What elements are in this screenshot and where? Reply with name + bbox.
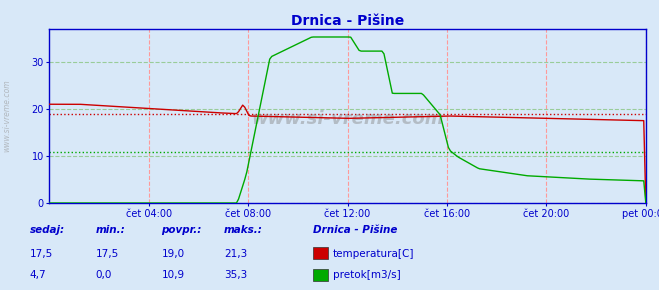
Title: Drnica - Pišine: Drnica - Pišine	[291, 14, 404, 28]
Text: 21,3: 21,3	[224, 249, 247, 259]
Text: 19,0: 19,0	[161, 249, 185, 259]
Text: www.si-vreme.com: www.si-vreme.com	[251, 110, 444, 128]
Text: pretok[m3/s]: pretok[m3/s]	[333, 271, 401, 280]
Text: sedaj:: sedaj:	[30, 225, 65, 235]
Text: temperatura[C]: temperatura[C]	[333, 249, 415, 259]
Text: min.:: min.:	[96, 225, 125, 235]
Text: 17,5: 17,5	[96, 249, 119, 259]
Text: 0,0: 0,0	[96, 270, 112, 280]
Text: maks.:: maks.:	[224, 225, 263, 235]
Text: povpr.:: povpr.:	[161, 225, 202, 235]
Text: 35,3: 35,3	[224, 270, 247, 280]
Text: 4,7: 4,7	[30, 270, 46, 280]
Text: Drnica - Pišine: Drnica - Pišine	[313, 225, 397, 235]
Text: www.si-vreme.com: www.si-vreme.com	[2, 80, 11, 152]
Text: 17,5: 17,5	[30, 249, 53, 259]
Text: 10,9: 10,9	[161, 270, 185, 280]
